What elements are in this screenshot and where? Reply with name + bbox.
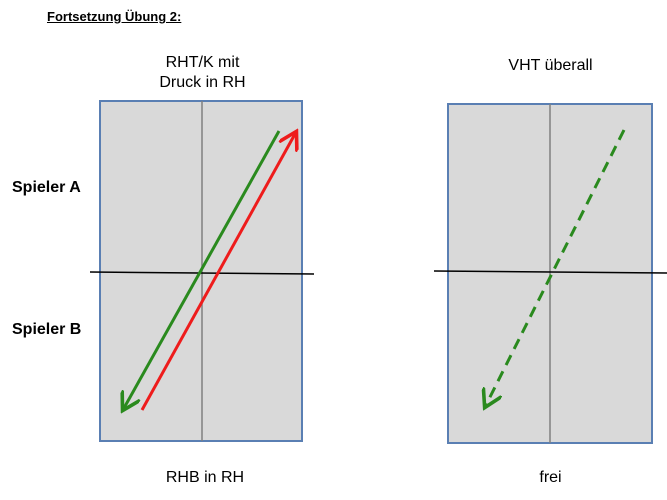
left-panel-title-line1: RHT/K mit (165, 54, 240, 71)
red-arrow-left-panel (140, 134, 295, 411)
left-panel-midfield-line (89, 271, 315, 275)
right-panel-caption: frei (539, 469, 562, 486)
right-panel-title: VHT überall (508, 57, 593, 74)
row-label-player-a: Spieler A (12, 179, 81, 196)
left-panel-caption: RHB in RH (165, 469, 245, 486)
green-dashed-arrow-right-panel (486, 129, 626, 405)
left-panel-title: RHT/K mit Druck in RH (100, 53, 305, 93)
left-panel-title-line2: Druck in RH (159, 74, 246, 91)
page-heading: Fortsetzung Übung 2: (47, 9, 182, 24)
right-panel-midfield-line (433, 270, 667, 274)
row-label-player-b: Spieler B (12, 321, 82, 338)
green-arrow-left-panel (124, 130, 281, 408)
